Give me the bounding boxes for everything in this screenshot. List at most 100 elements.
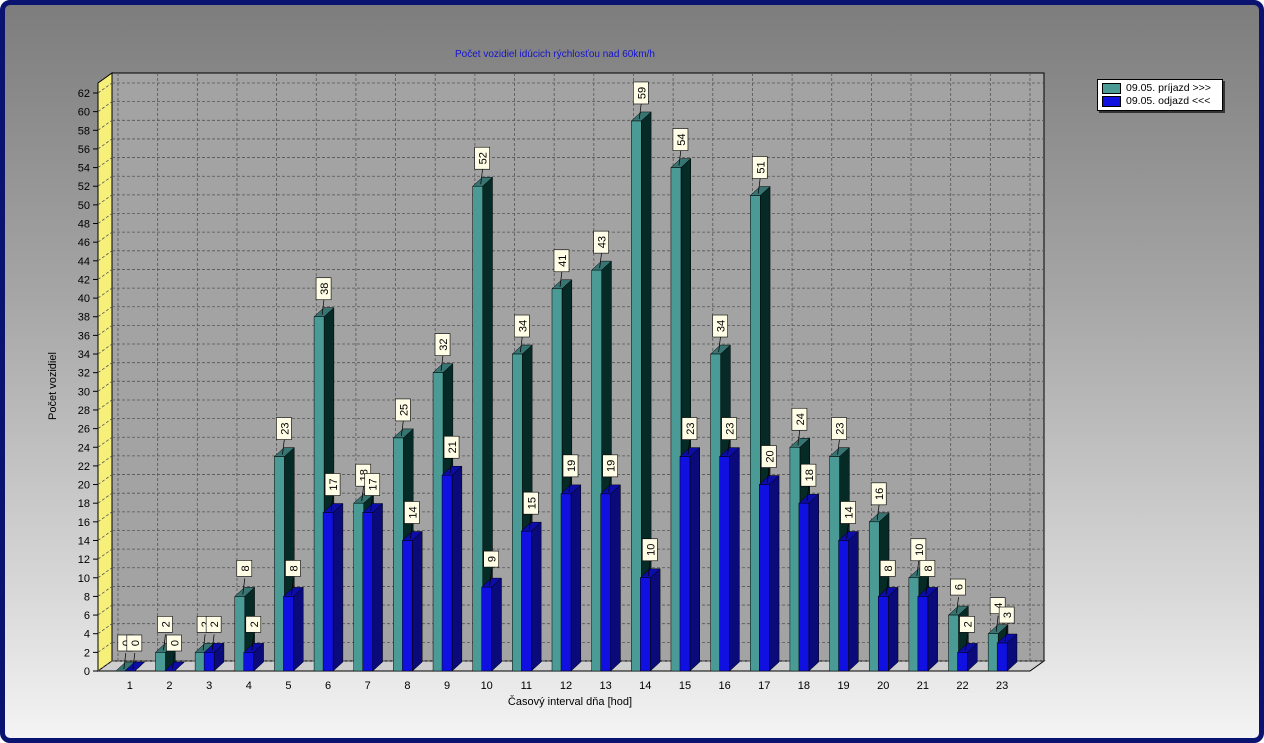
data-label-leader [163,634,166,651]
bar [362,512,373,672]
data-label-text: 0 [130,640,142,646]
x-tick-label: 20 [877,680,889,692]
data-label: 23 [681,417,698,440]
y-tick-label: 62 [78,88,90,100]
gridline-y-side [97,175,113,187]
data-label-leader [727,438,730,455]
data-label-leader [132,652,136,670]
data-label: 8 [285,560,301,577]
gridline-y-side [97,586,113,597]
bar-side [769,474,780,672]
data-label-text: 59 [636,87,648,99]
y-tick-label: 56 [78,144,90,156]
data-label-leader [608,475,611,492]
data-label: 19 [602,454,618,478]
data-label-leader [559,270,563,287]
bar [948,614,959,672]
gridline-y-side [97,194,113,206]
data-label-leader [995,615,999,632]
y-tick-label: 28 [78,405,90,417]
bar [472,185,483,672]
x-tick-label: 14 [639,680,651,692]
data-label-text: 34 [716,320,728,332]
data-label-text: 18 [804,469,816,481]
x-tick-label: 5 [285,680,291,692]
x-tick-label: 15 [679,680,691,692]
gridline-y-side [97,530,113,541]
gridline-y-side [97,660,113,672]
legend-label-arrival: 09.05. príjazd >>> [1126,82,1211,94]
data-label-text: 2 [249,621,261,627]
bar [203,652,215,672]
data-label-leader [718,335,721,353]
data-label: 51 [751,156,768,179]
gridline-y-side [97,287,113,299]
data-label: 2 [157,616,173,633]
data-label: 16 [870,482,887,506]
y-tick-label: 14 [78,535,90,547]
bar-side [293,586,304,672]
data-label-leader [242,578,246,595]
x-tick-label: 2 [166,680,172,692]
bar [759,484,770,672]
data-label-leader [846,522,849,539]
gridline-y-side [97,250,113,262]
gridline-y-side [97,82,113,94]
y-tick-label: 52 [78,181,90,193]
data-label: 2 [245,616,262,633]
data-label-text: 23 [279,422,291,434]
data-label-leader [925,578,929,595]
bar [243,652,255,672]
data-label: 10 [642,538,658,562]
y-tick-label: 32 [78,368,90,380]
data-label: 8 [879,560,896,577]
x-tick-label: 19 [837,680,849,692]
bar [789,447,801,672]
data-label-leader [647,559,651,576]
gridline-y-side [97,642,113,653]
gridline-y-side [97,492,113,504]
data-label-text: 25 [398,404,410,416]
data-label-text: 19 [566,460,578,472]
data-label: 0 [126,634,143,652]
data-label-text: 23 [725,422,737,434]
gridline-y-side [97,436,113,448]
bar [393,437,404,672]
data-label-text: 8 [923,565,935,571]
bar [481,586,492,672]
x-tick-label: 22 [956,680,968,692]
y-tick-label: 36 [78,330,90,342]
data-label: 54 [672,128,689,151]
bar [313,316,325,672]
data-label: 43 [593,230,609,254]
bar-side [887,586,899,672]
y-tick-label: 10 [78,573,90,585]
data-label: 19 [562,454,579,478]
bar [432,372,444,672]
data-label-leader [440,354,444,371]
data-label-leader [172,652,175,670]
data-label: 15 [523,491,539,515]
data-label: 25 [395,398,411,422]
data-label-leader [282,438,285,455]
bar [521,530,532,672]
y-tick-label: 48 [78,219,90,231]
bar [640,577,651,672]
data-label-text: 9 [487,556,499,562]
bar [322,512,334,672]
data-label-text: 10 [645,544,657,556]
data-label-leader [370,494,374,511]
data-label-text: 15 [526,497,538,509]
y-tick-label: 12 [78,554,90,566]
data-label: 32 [434,333,451,356]
data-label: 0 [166,634,182,652]
bar [670,167,682,672]
x-tick-label: 7 [365,680,371,692]
y-tick-label: 46 [78,237,90,249]
bar [877,596,889,672]
bar [710,353,721,672]
y-tick-label: 24 [78,442,90,454]
data-label-text: 6 [954,584,966,590]
bar-side [689,447,701,672]
bar [829,456,840,672]
